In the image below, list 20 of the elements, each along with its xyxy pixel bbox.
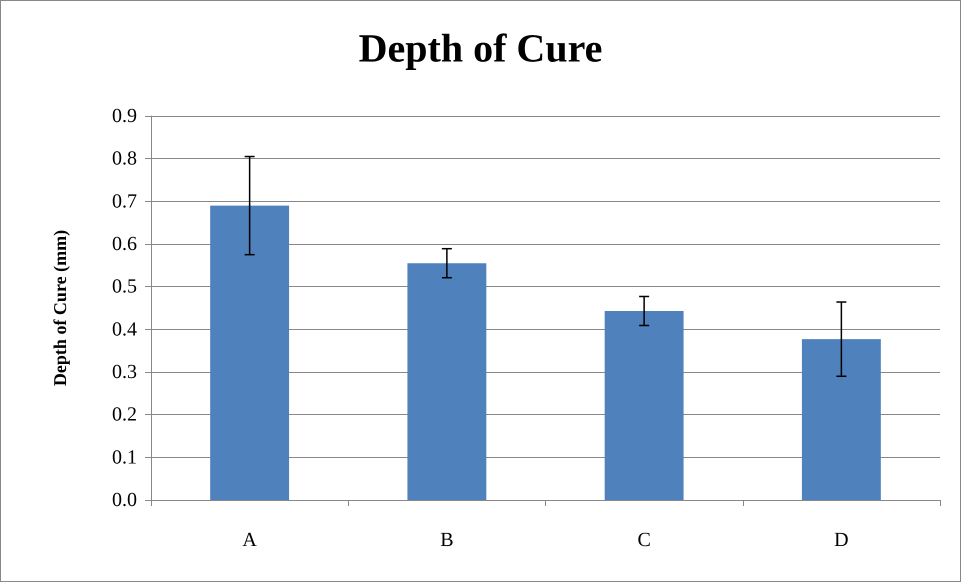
y-tick-label: 0.6 <box>112 233 137 255</box>
y-tick-label: 0.8 <box>112 148 137 170</box>
y-tick-label: 0.5 <box>112 276 137 298</box>
y-tick-label: 0.3 <box>112 361 137 383</box>
y-tick-label: 0.9 <box>112 105 137 127</box>
y-tick-label: 0.0 <box>112 489 137 511</box>
bar <box>802 339 881 500</box>
y-tick-label: 0.1 <box>112 446 137 468</box>
x-tick-label: A <box>242 529 258 551</box>
x-tick-label: B <box>440 529 454 551</box>
bar <box>210 206 290 500</box>
y-tick-label: 0.4 <box>112 318 137 340</box>
x-tick-label: C <box>637 529 651 551</box>
bar <box>407 263 486 500</box>
y-tick-label: 0.7 <box>112 190 137 212</box>
y-axis-title: Depth of Cure (mm) <box>50 230 70 386</box>
y-tick-label: 0.2 <box>112 404 137 426</box>
chart-title: Depth of Cure <box>358 26 602 70</box>
x-tick-label: D <box>834 529 849 551</box>
bar <box>604 310 684 500</box>
